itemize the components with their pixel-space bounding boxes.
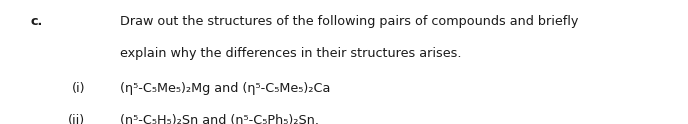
Text: explain why the differences in their structures arises.: explain why the differences in their str… (120, 47, 462, 60)
Text: (η⁵-C₅H₅)₂Sn and (η⁵-C₅Ph₅)₂Sn.: (η⁵-C₅H₅)₂Sn and (η⁵-C₅Ph₅)₂Sn. (120, 114, 319, 124)
Text: (i): (i) (72, 82, 86, 95)
Text: c.: c. (31, 15, 43, 28)
Text: Draw out the structures of the following pairs of compounds and briefly: Draw out the structures of the following… (120, 15, 579, 28)
Text: (ii): (ii) (67, 114, 85, 124)
Text: (η⁵-C₅Me₅)₂Mg and (η⁵-C₅Me₅)₂Ca: (η⁵-C₅Me₅)₂Mg and (η⁵-C₅Me₅)₂Ca (120, 82, 331, 95)
